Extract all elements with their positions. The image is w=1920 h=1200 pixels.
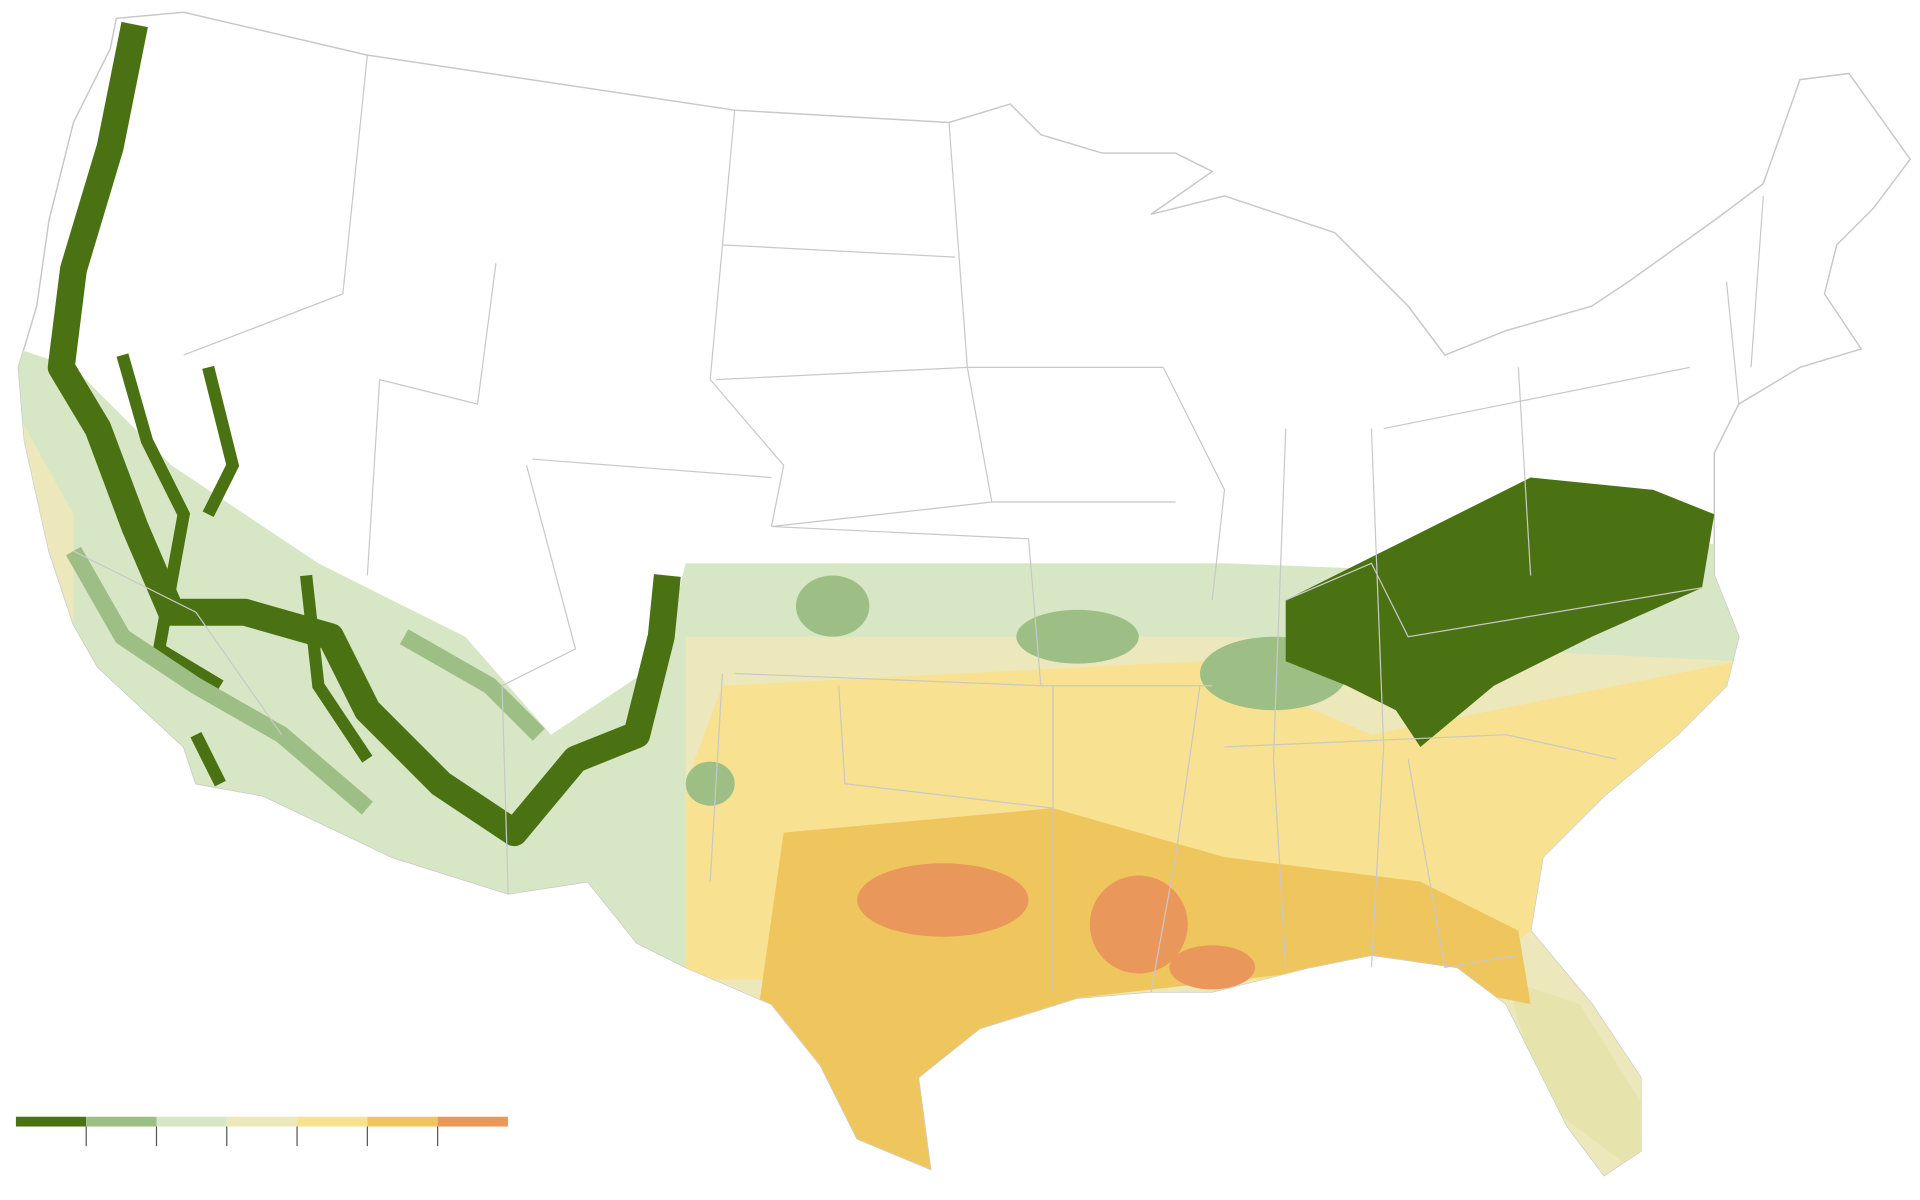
region-dark-green xyxy=(1285,477,1715,747)
region-orange xyxy=(1169,945,1256,990)
legend-swatch xyxy=(15,1116,87,1127)
legend-swatch xyxy=(437,1116,508,1127)
region-florida xyxy=(1506,979,1641,1176)
state-border xyxy=(73,55,1764,992)
state-borders xyxy=(73,55,1764,992)
region-mid-green xyxy=(685,761,735,806)
legend-swatch xyxy=(86,1116,157,1127)
region-orange xyxy=(1089,875,1188,974)
region-orange xyxy=(857,863,1029,937)
region-dark-green xyxy=(47,21,681,847)
legend-swatch xyxy=(297,1116,368,1127)
legend xyxy=(15,1116,508,1147)
region-mid-green xyxy=(795,575,870,637)
region-mid-green xyxy=(1016,609,1139,664)
region-dark-green xyxy=(116,353,373,787)
legend-swatch xyxy=(367,1116,438,1127)
region-mid-green-west xyxy=(66,546,545,815)
legend-swatch xyxy=(226,1116,298,1127)
legend-swatch xyxy=(156,1116,227,1127)
